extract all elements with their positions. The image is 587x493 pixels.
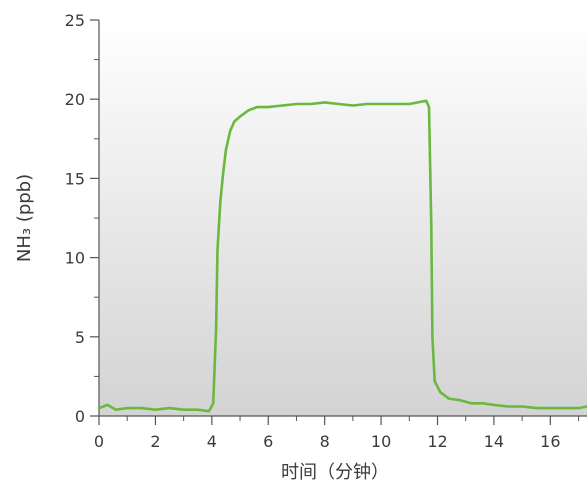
series-line-0 [97, 99, 587, 413]
x-axis-title: 时间（分钟） [281, 462, 389, 483]
y-axis: 0 5 10 15 20 25 [65, 11, 100, 426]
x-tick-label: 2 [150, 432, 160, 451]
x-tick-label: 10 [371, 432, 391, 451]
y-tick-label: 25 [65, 11, 85, 30]
x-tick-label: 16 [540, 432, 560, 451]
x-tick-label: 4 [207, 432, 217, 451]
y-axis-title: NH₃ (ppb) [14, 174, 35, 262]
x-tick-label: 6 [263, 432, 273, 451]
x-tick-label: 8 [320, 432, 330, 451]
x-tick-label: 14 [484, 432, 504, 451]
x-tick-label: 12 [427, 432, 447, 451]
y-tick-label: 15 [65, 169, 85, 188]
plot-area-background [99, 20, 587, 416]
y-tick-label: 5 [75, 328, 85, 347]
x-axis: 0 2 4 6 8 10 12 14 16 [94, 415, 587, 451]
y-tick-label: 10 [65, 249, 85, 268]
series-layer [97, 99, 587, 413]
y-tick-label: 0 [75, 407, 85, 426]
x-tick-label: 0 [94, 432, 104, 451]
y-tick-label: 20 [65, 90, 85, 109]
